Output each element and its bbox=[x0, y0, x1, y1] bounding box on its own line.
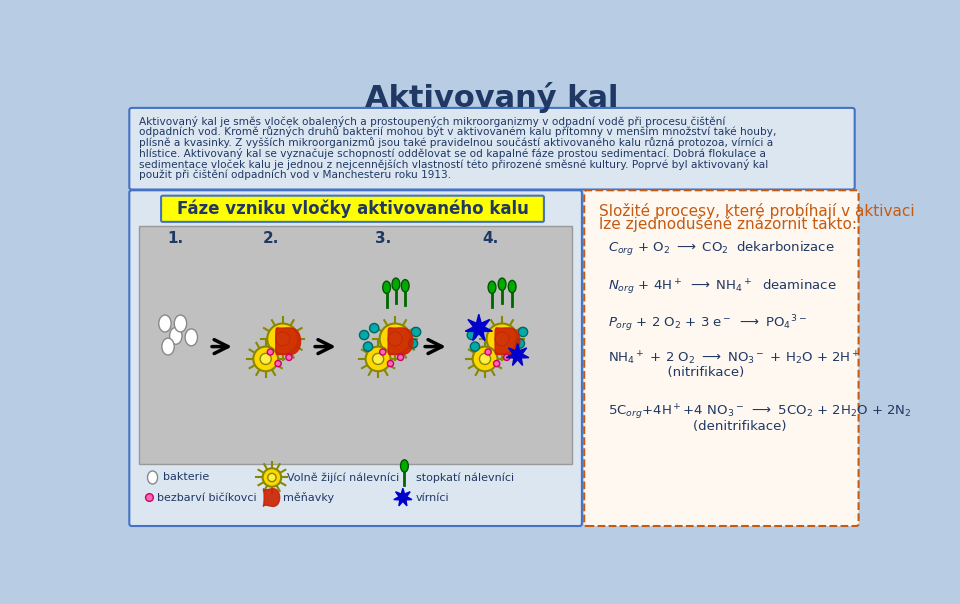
Circle shape bbox=[379, 324, 411, 355]
Polygon shape bbox=[394, 488, 412, 506]
Circle shape bbox=[366, 347, 391, 371]
Circle shape bbox=[260, 353, 272, 364]
FancyBboxPatch shape bbox=[139, 226, 572, 464]
Text: $P_{org}$ + 2 O$_2$ + 3 e$^-$ $\longrightarrow$ PO$_4$$^{3-}$: $P_{org}$ + 2 O$_2$ + 3 e$^-$ $\longrigh… bbox=[609, 313, 807, 334]
Circle shape bbox=[472, 347, 497, 371]
Circle shape bbox=[388, 332, 402, 346]
Circle shape bbox=[408, 339, 418, 348]
Circle shape bbox=[146, 493, 154, 501]
Ellipse shape bbox=[401, 280, 409, 292]
Circle shape bbox=[263, 468, 281, 487]
Circle shape bbox=[468, 330, 476, 339]
Circle shape bbox=[276, 332, 290, 346]
Circle shape bbox=[493, 361, 500, 367]
Ellipse shape bbox=[488, 281, 496, 294]
Circle shape bbox=[388, 361, 394, 367]
Ellipse shape bbox=[158, 315, 171, 332]
Text: (nitrifikace): (nitrifikace) bbox=[609, 365, 745, 379]
Circle shape bbox=[253, 347, 278, 371]
Circle shape bbox=[518, 327, 528, 336]
Polygon shape bbox=[506, 344, 529, 365]
Circle shape bbox=[372, 353, 384, 364]
Ellipse shape bbox=[508, 280, 516, 293]
Circle shape bbox=[267, 324, 299, 355]
Ellipse shape bbox=[148, 471, 157, 484]
FancyBboxPatch shape bbox=[130, 108, 854, 190]
Text: Aktivovaný kal: Aktivovaný kal bbox=[365, 82, 619, 112]
Circle shape bbox=[473, 325, 483, 334]
Text: 2.: 2. bbox=[263, 231, 279, 246]
FancyBboxPatch shape bbox=[130, 190, 582, 526]
FancyBboxPatch shape bbox=[161, 196, 544, 222]
Text: sedimentace vloček kalu je jednou z nejcennějších vlastností této přirozené směs: sedimentace vloček kalu je jednou z nejc… bbox=[138, 159, 768, 170]
Text: $C_{org}$ + O$_2$ $\longrightarrow$ CO$_2$  dekarbonizace: $C_{org}$ + O$_2$ $\longrightarrow$ CO$_… bbox=[609, 240, 835, 258]
Ellipse shape bbox=[175, 315, 186, 332]
Polygon shape bbox=[263, 489, 279, 506]
Ellipse shape bbox=[383, 281, 391, 294]
Circle shape bbox=[370, 324, 379, 333]
Text: stopkatí nálevníci: stopkatí nálevníci bbox=[416, 472, 515, 483]
Text: 4.: 4. bbox=[482, 231, 498, 246]
Circle shape bbox=[286, 355, 292, 361]
Circle shape bbox=[397, 355, 403, 361]
Circle shape bbox=[275, 361, 281, 367]
Circle shape bbox=[412, 327, 420, 336]
Text: Fáze vzniku vločky aktivovaného kalu: Fáze vzniku vločky aktivovaného kalu bbox=[177, 199, 528, 218]
Text: odpadních vod. Kromě různých druhů bakterií mohou být v aktivovaném kalu příto: odpadních vod. Kromě různých druhů bakt… bbox=[138, 126, 776, 137]
Circle shape bbox=[470, 342, 480, 351]
Text: 5C$_{org}$+4H$^+$+4 NO$_3$$^-$ $\longrightarrow$ 5CO$_2$ + 2H$_2$O + 2N$_2$: 5C$_{org}$+4H$^+$+4 NO$_3$$^-$ $\longrig… bbox=[609, 403, 912, 422]
Circle shape bbox=[504, 355, 510, 361]
Circle shape bbox=[487, 324, 517, 355]
Circle shape bbox=[495, 332, 509, 346]
Text: Volně žijící nálevníci: Volně žijící nálevníci bbox=[287, 472, 398, 483]
Polygon shape bbox=[388, 328, 413, 355]
Ellipse shape bbox=[392, 278, 399, 291]
Circle shape bbox=[516, 339, 524, 348]
Circle shape bbox=[379, 349, 386, 355]
Ellipse shape bbox=[162, 338, 175, 355]
Text: Složité procesy, které probíhají v aktivaci: Složité procesy, které probíhají v aktiv… bbox=[599, 202, 915, 219]
Text: lze zjednodušeně znázornit takto:: lze zjednodušeně znázornit takto: bbox=[599, 216, 857, 232]
Circle shape bbox=[268, 474, 276, 481]
Text: NH$_4$$^+$ + 2 O$_2$ $\longrightarrow$ NO$_3$$^-$ + H$_2$O + 2H$^+$: NH$_4$$^+$ + 2 O$_2$ $\longrightarrow$ N… bbox=[609, 350, 861, 367]
Polygon shape bbox=[276, 328, 300, 355]
Polygon shape bbox=[495, 328, 520, 355]
Circle shape bbox=[485, 349, 492, 355]
FancyBboxPatch shape bbox=[585, 190, 858, 526]
Text: Aktivovaný kal je směs vloček obalených a prostoupených mikroorganizmy v odpad: Aktivovaný kal je směs vloček obalených… bbox=[138, 115, 725, 127]
Text: 1.: 1. bbox=[168, 231, 184, 246]
Polygon shape bbox=[466, 314, 492, 341]
Text: (denitrifikace): (denitrifikace) bbox=[609, 420, 787, 433]
Circle shape bbox=[267, 349, 274, 355]
Circle shape bbox=[479, 353, 491, 364]
Text: hlístice. Aktivovaný kal se vyznačuje schopností oddělovat se od kapalné fáze pr: hlístice. Aktivovaný kal se vyznačuje sc… bbox=[138, 148, 766, 159]
Text: použit při čištění odpadních vod v Manchesteru roku 1913.: použit při čištění odpadních vod v Manch… bbox=[138, 170, 451, 180]
Circle shape bbox=[359, 330, 369, 339]
Text: 3.: 3. bbox=[375, 231, 392, 246]
Text: měňavky: měňavky bbox=[283, 492, 334, 503]
Ellipse shape bbox=[400, 460, 408, 472]
Ellipse shape bbox=[170, 327, 182, 344]
Text: plísně a kvasinky. Z vyšších mikroorganizmů jsou také pravidelnou součástí aktiv: plísně a kvasinky. Z vyšších mikroorgani… bbox=[138, 137, 773, 148]
Text: bezbarví bičíkovci: bezbarví bičíkovci bbox=[157, 492, 257, 503]
Text: $N_{org}$ + 4H$^+$ $\longrightarrow$ NH$_4$$^+$  deaminace: $N_{org}$ + 4H$^+$ $\longrightarrow$ NH$… bbox=[609, 278, 837, 297]
Ellipse shape bbox=[498, 278, 506, 291]
Circle shape bbox=[363, 342, 372, 351]
Text: bakterie: bakterie bbox=[162, 472, 209, 483]
Ellipse shape bbox=[185, 329, 198, 346]
Text: vírníci: vírníci bbox=[416, 492, 449, 503]
